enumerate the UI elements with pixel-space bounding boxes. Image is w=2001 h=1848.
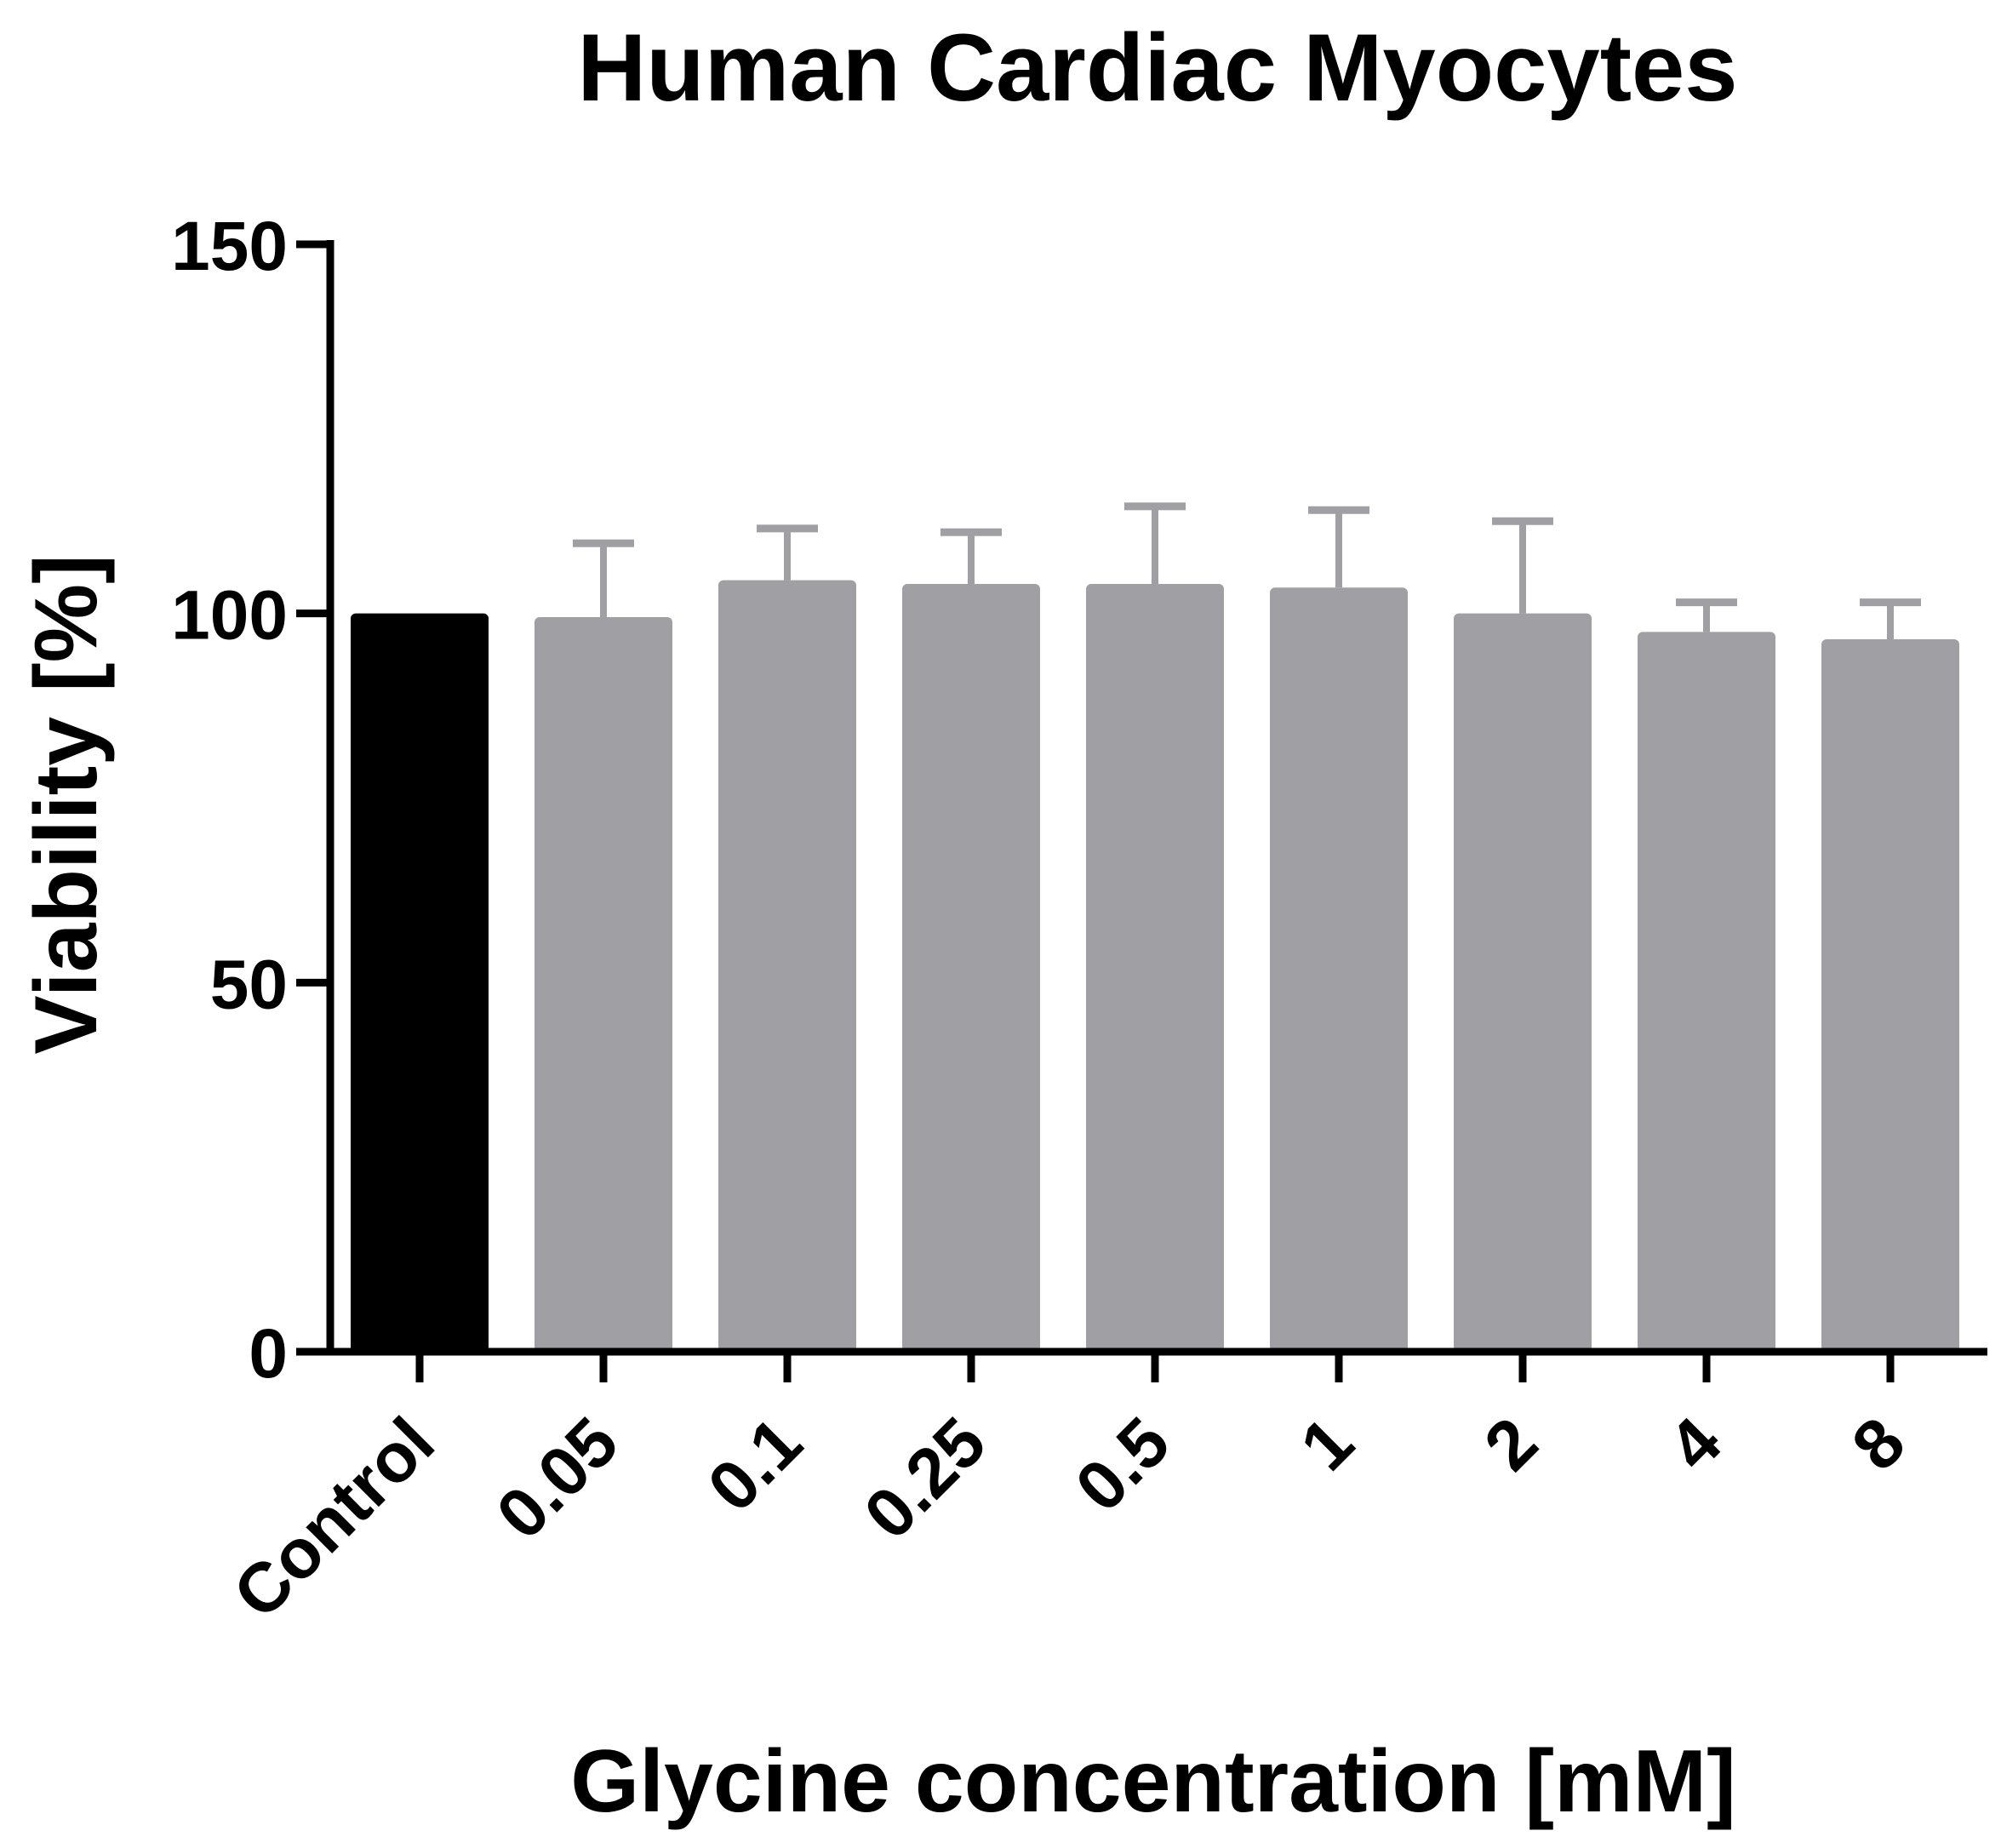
x-tick-label: 0.1 xyxy=(694,1403,817,1526)
y-tick-label: 50 xyxy=(210,946,288,1023)
x-tick-label: 4 xyxy=(1654,1403,1736,1485)
x-tick-label: 0.5 xyxy=(1061,1403,1185,1526)
y-tick-label: 0 xyxy=(249,1315,288,1393)
bar-0-25 xyxy=(902,583,1040,1352)
bar-4 xyxy=(1638,632,1775,1352)
x-tick-label: 1 xyxy=(1286,1403,1369,1485)
bar-0-05 xyxy=(535,617,672,1352)
bar-1 xyxy=(1270,587,1408,1352)
bar-8 xyxy=(1821,639,1959,1352)
x-tick-label: 0.25 xyxy=(850,1403,1001,1553)
bar-2 xyxy=(1454,613,1592,1352)
x-axis-label: Glycine concentration [mM] xyxy=(570,1732,1736,1831)
bars-layer xyxy=(351,580,1959,1352)
y-axis-label: Viability [%] xyxy=(17,554,116,1055)
y-tick-label: 100 xyxy=(171,577,288,655)
x-tick-label: 8 xyxy=(1838,1403,1920,1485)
y-ticks-layer: 0 50 100 150 xyxy=(171,208,330,1393)
x-tick-label: 0.05 xyxy=(483,1403,633,1553)
y-tick-label: 150 xyxy=(171,208,288,285)
chart-title: Human Cardiac Myocytes xyxy=(577,14,1737,121)
x-tick-label: 2 xyxy=(1470,1403,1552,1485)
bar-control xyxy=(351,613,489,1352)
bar-0-5 xyxy=(1086,583,1224,1352)
x-ticks-layer: Control 0.05 0.1 0.25 0.5 1 2 4 8 xyxy=(219,1352,1920,1633)
x-tick-label: Control xyxy=(219,1403,449,1633)
error-bars-layer xyxy=(573,502,1921,640)
bar-0-1 xyxy=(718,580,856,1352)
